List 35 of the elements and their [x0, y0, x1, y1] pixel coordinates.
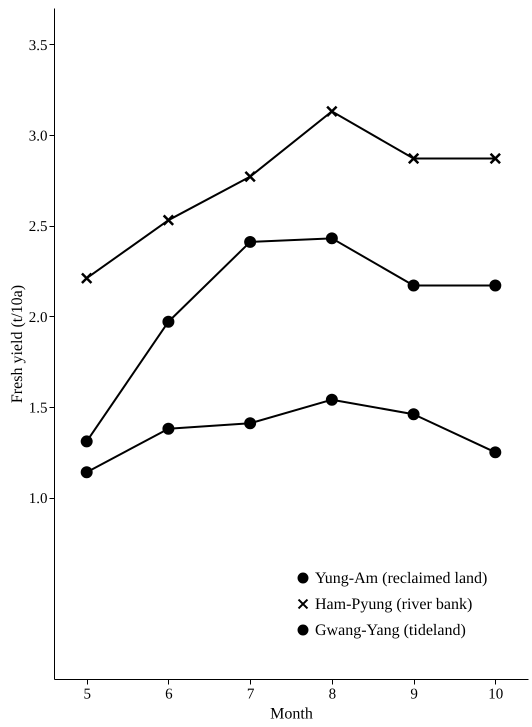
point: [489, 279, 502, 292]
point: [408, 152, 420, 165]
point: [162, 422, 174, 435]
legend-label: Gwang-Yang (tideland): [315, 622, 466, 639]
legend-label: Ham-Pyung (river bank): [315, 596, 472, 613]
point: [80, 435, 93, 448]
x-tick-label: 9: [410, 686, 418, 702]
y-tick-label: 2.5: [28, 219, 48, 236]
y-tick-label: 3.0: [28, 128, 48, 144]
point: [326, 232, 338, 244]
x-tick-label: 7: [246, 686, 255, 702]
y-tick-label: 1.5: [28, 400, 48, 416]
point: [489, 446, 502, 458]
point: [326, 105, 338, 118]
point: [326, 394, 338, 406]
x-tick-label: 8: [328, 686, 336, 702]
point: [162, 316, 174, 328]
point: [244, 236, 256, 248]
y-tick-label: 2.0: [28, 310, 48, 326]
point: [80, 466, 93, 478]
y-tick-label: 1.0: [28, 491, 48, 508]
y-tick-label: 3.5: [28, 38, 48, 54]
x-tick-label: 10: [488, 686, 504, 702]
point: [244, 170, 256, 183]
x-tick-label: 5: [83, 686, 91, 702]
point: [244, 417, 256, 430]
point: [408, 279, 420, 292]
point: [489, 152, 502, 165]
legend-label: Yung-Am (reclaimed land): [315, 570, 488, 587]
x-tick-label: 6: [165, 686, 174, 702]
y-axis-title: Fresh yield (t/10a): [8, 284, 26, 404]
x-axis-title: Month: [270, 706, 313, 722]
point: [408, 408, 420, 420]
point: [162, 214, 174, 226]
point: [80, 272, 93, 284]
